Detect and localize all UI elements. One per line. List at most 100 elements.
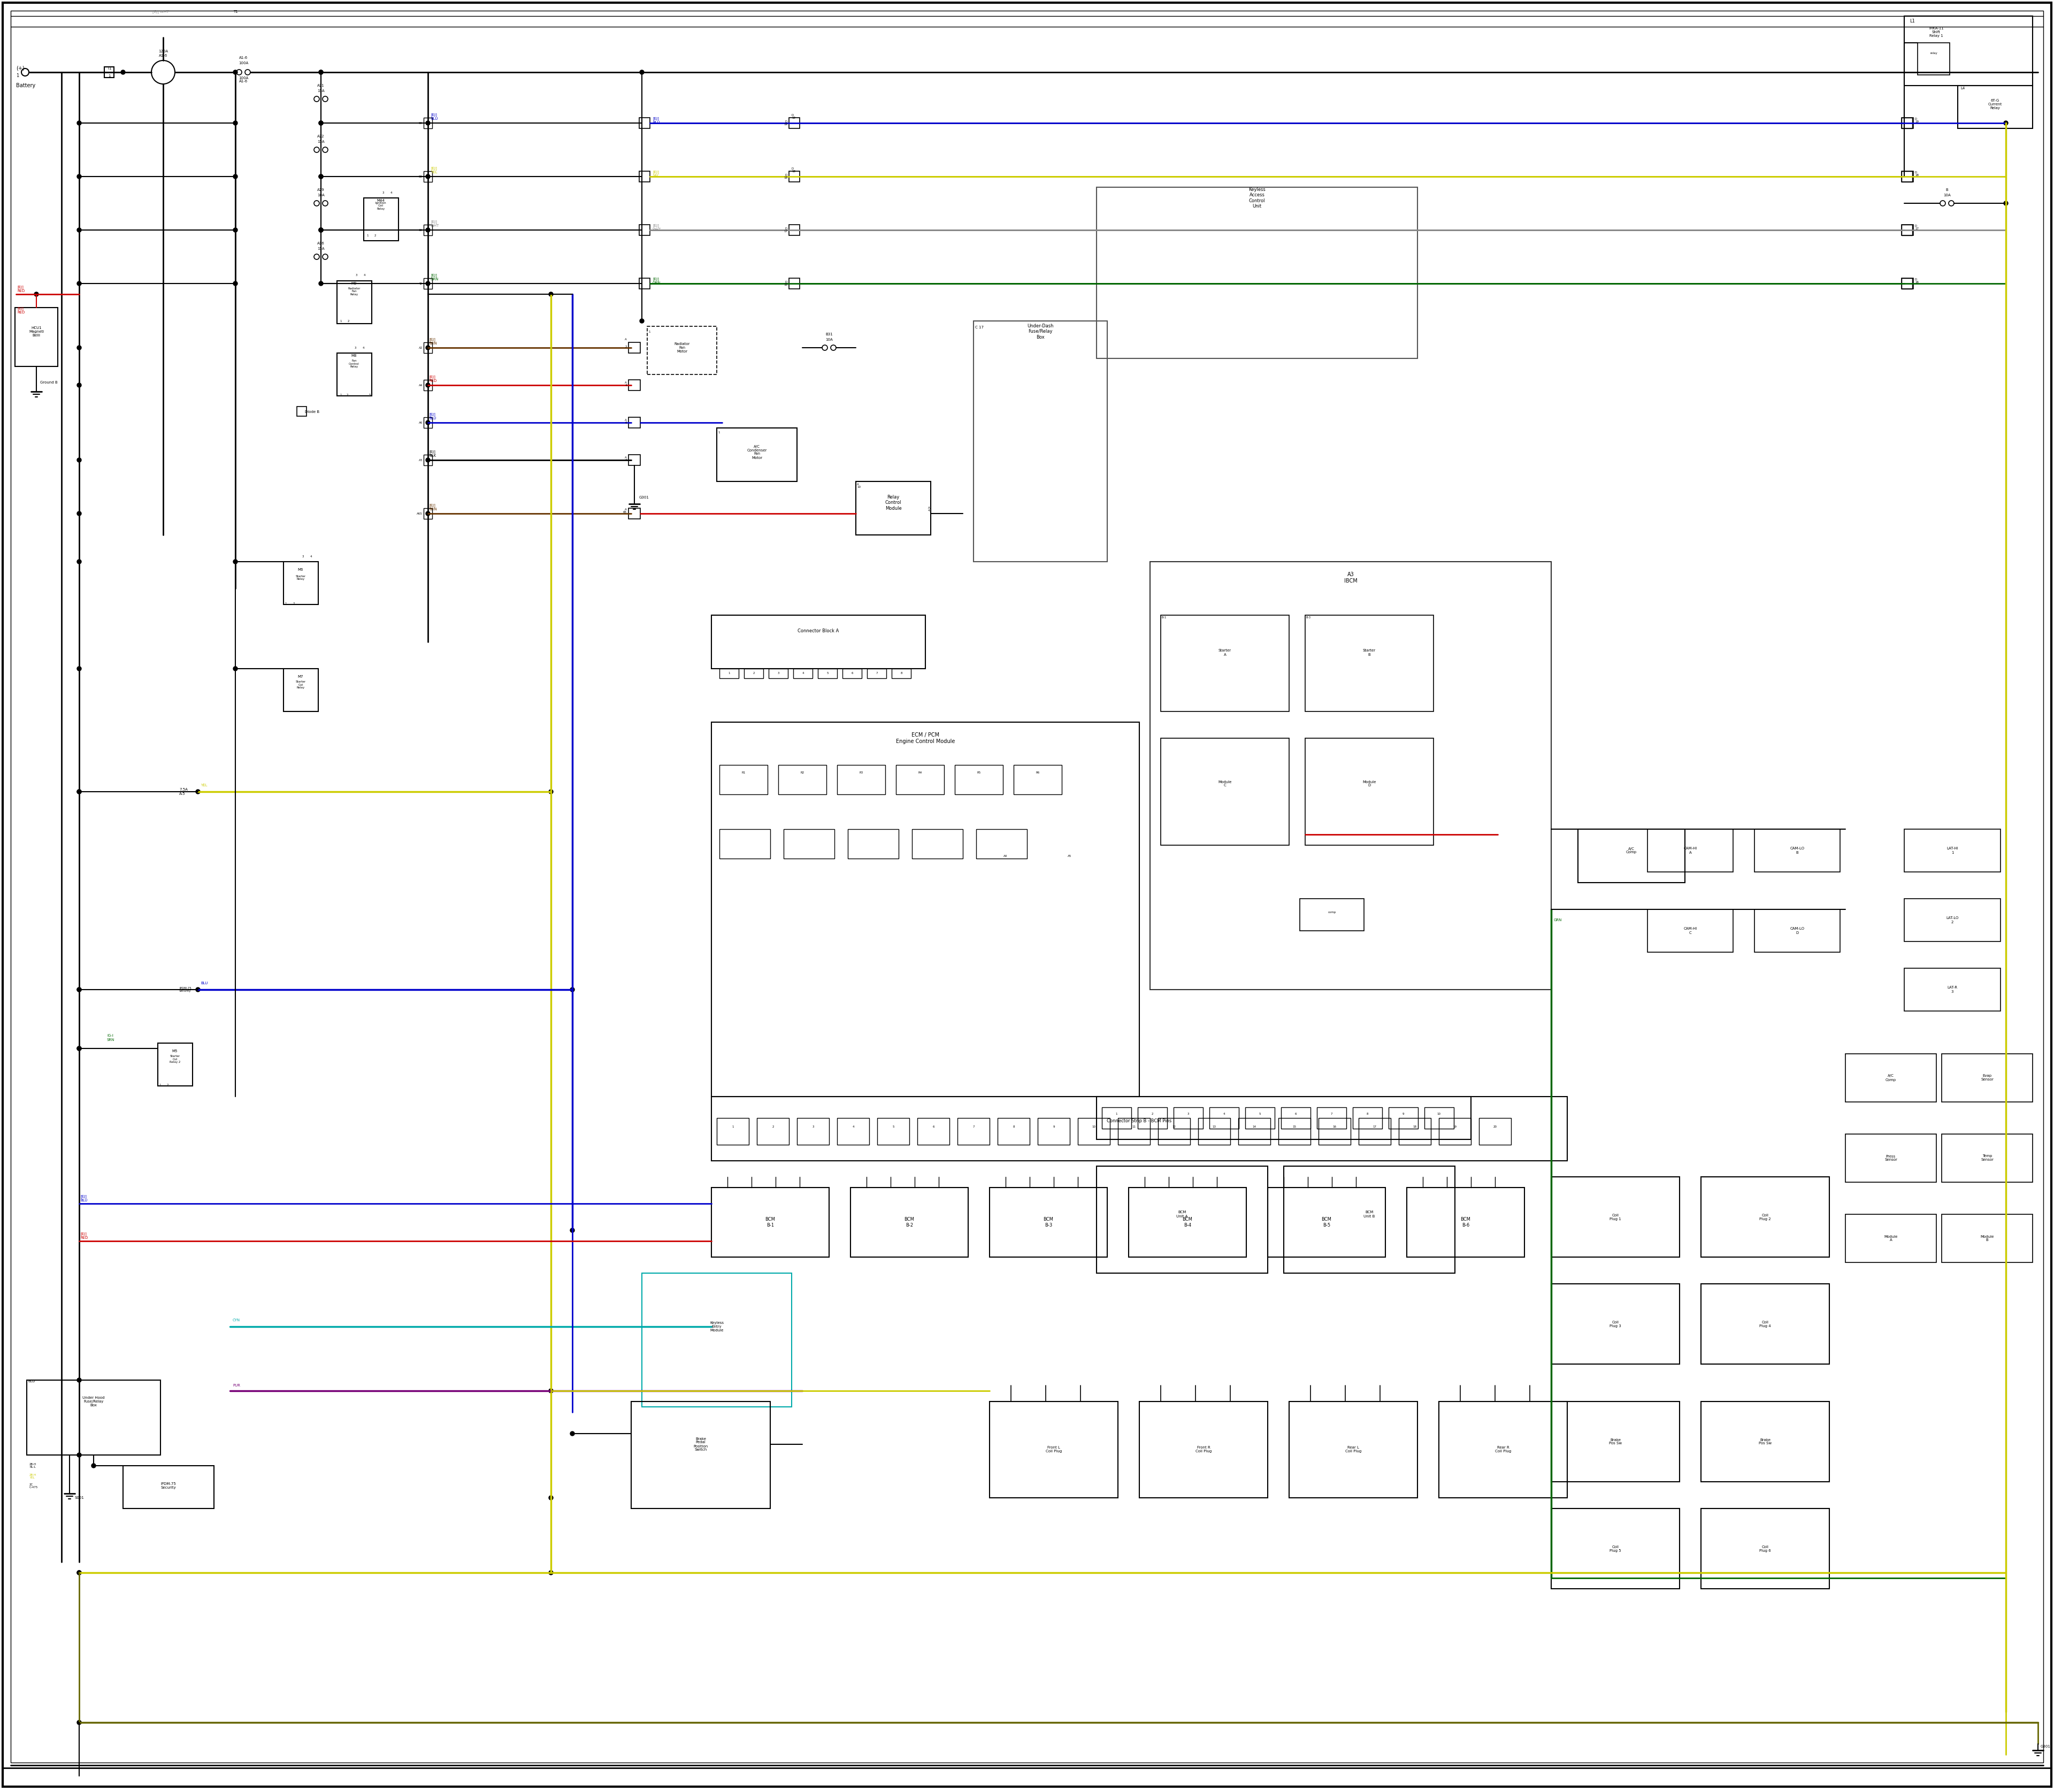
Text: [EJ]
RED: [EJ] RED <box>429 375 438 382</box>
Text: HCU1
Magneti
Belli: HCU1 Magneti Belli <box>29 326 43 337</box>
Text: 2B-H
YEL: 2B-H YEL <box>29 1473 37 1478</box>
Bar <box>1284 1167 1454 1272</box>
Bar <box>1701 1177 1830 1256</box>
Bar <box>891 668 910 679</box>
Bar <box>850 1188 967 1256</box>
Circle shape <box>425 383 429 387</box>
Text: CAM-HI
A: CAM-HI A <box>1684 848 1697 855</box>
Text: 15A: 15A <box>316 140 325 143</box>
Text: CAM-LO
B: CAM-LO B <box>1789 848 1805 855</box>
Bar <box>1158 1118 1189 1145</box>
Circle shape <box>548 790 553 794</box>
Text: R4: R4 <box>918 772 922 774</box>
Text: 2B-H
RL-L: 2B-H RL-L <box>29 1462 37 1469</box>
Text: BLU: BLU <box>201 982 207 986</box>
Circle shape <box>78 346 82 349</box>
Bar <box>719 765 768 794</box>
Circle shape <box>234 667 238 670</box>
Text: Connector Strip B - BCM Pins: Connector Strip B - BCM Pins <box>1107 1118 1171 1124</box>
Bar <box>298 407 306 416</box>
Text: [EJ]
BRN: [EJ] BRN <box>429 337 438 344</box>
Bar <box>629 418 641 428</box>
Bar <box>639 118 649 129</box>
Text: CAM-HI
C: CAM-HI C <box>1684 926 1697 934</box>
Circle shape <box>318 174 322 179</box>
Bar <box>896 765 945 794</box>
Bar <box>1319 1118 1352 1145</box>
Circle shape <box>318 281 322 285</box>
Text: Press
Sensor: Press Sensor <box>1884 1154 1898 1161</box>
Bar <box>1902 172 1914 181</box>
Bar <box>756 1118 789 1145</box>
Bar <box>1354 1107 1382 1129</box>
Bar <box>1300 898 1364 930</box>
Circle shape <box>195 790 199 794</box>
Text: Rear L
Coil Plug: Rear L Coil Plug <box>1345 1446 1362 1453</box>
Text: LAT-HI
1: LAT-HI 1 <box>1947 848 1957 855</box>
Text: [EJ]
YEL: [EJ] YEL <box>431 167 438 174</box>
Circle shape <box>318 228 322 233</box>
Bar <box>1551 1401 1680 1482</box>
Bar <box>1290 1401 1417 1498</box>
Text: A29: A29 <box>316 188 325 192</box>
Text: R5: R5 <box>978 772 982 774</box>
Bar <box>123 1466 214 1509</box>
Text: 10A: 10A <box>826 339 832 340</box>
Bar <box>1317 1107 1345 1129</box>
Text: LAT-R
3: LAT-R 3 <box>1947 986 1957 993</box>
Bar <box>990 1401 1117 1498</box>
Circle shape <box>78 790 82 794</box>
Circle shape <box>78 228 82 233</box>
Text: G301: G301 <box>2040 1745 2050 1749</box>
Bar <box>423 380 431 391</box>
Text: 15A: 15A <box>316 90 325 93</box>
Text: R1: R1 <box>741 772 746 774</box>
Bar <box>1701 1283 1830 1364</box>
Text: 120A
A1-6: 120A A1-6 <box>158 50 168 57</box>
Bar <box>789 172 799 181</box>
Circle shape <box>78 987 82 991</box>
Text: [EJ]
BLU: [EJ] BLU <box>653 116 659 124</box>
Bar <box>1957 86 2033 129</box>
Text: M6: M6 <box>298 568 304 572</box>
Text: B-3: B-3 <box>1306 616 1310 620</box>
Text: Keyless
Access
Control
Unit: Keyless Access Control Unit <box>1249 186 1265 208</box>
Text: C 17: C 17 <box>976 326 984 330</box>
Bar <box>1551 1509 1680 1590</box>
Text: 17: 17 <box>1372 1125 1376 1129</box>
Bar <box>768 668 789 679</box>
Bar <box>639 172 649 181</box>
Circle shape <box>78 459 82 462</box>
Text: [EJ]
YEL: [EJ] YEL <box>653 170 659 177</box>
Text: A21: A21 <box>316 84 325 88</box>
Bar <box>1389 1107 1417 1129</box>
Text: Coil
Plug 3: Coil Plug 3 <box>1610 1321 1621 1328</box>
Text: [EJ]
GRN: [EJ] GRN <box>653 278 661 285</box>
Text: 10: 10 <box>1438 1113 1440 1115</box>
Text: LAT-LO
2: LAT-LO 2 <box>1945 916 1960 923</box>
Text: A
65: A 65 <box>622 507 626 514</box>
Text: B-1: B-1 <box>1163 616 1167 620</box>
Circle shape <box>92 1464 97 1468</box>
Bar <box>1173 1107 1204 1129</box>
Text: D
18: D 18 <box>1914 170 1918 177</box>
Text: Starter
A: Starter A <box>1218 649 1230 656</box>
Text: Brake
Pos Sw: Brake Pos Sw <box>1758 1439 1773 1444</box>
Text: 100A
A1-6: 100A A1-6 <box>238 77 249 82</box>
Bar <box>1097 1097 1471 1140</box>
Text: Module
A: Module A <box>1884 1235 1898 1242</box>
Bar <box>877 1118 910 1145</box>
Bar <box>1902 224 1914 235</box>
Bar <box>1902 278 1912 289</box>
Text: Fan
Control
Relay: Fan Control Relay <box>349 360 359 367</box>
Bar <box>1902 118 1912 129</box>
Bar <box>857 482 930 536</box>
Circle shape <box>318 228 322 233</box>
Bar <box>423 172 431 181</box>
Bar <box>423 278 431 289</box>
Circle shape <box>548 1570 553 1575</box>
Text: 10A: 10A <box>316 194 325 197</box>
Circle shape <box>425 459 429 462</box>
Bar <box>1918 43 1949 75</box>
Text: 42: 42 <box>419 281 423 285</box>
